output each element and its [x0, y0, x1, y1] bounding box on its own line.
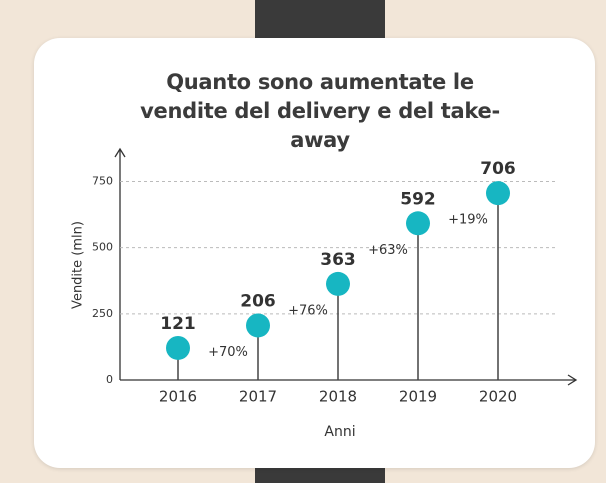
y-tick-label: 0: [106, 373, 113, 386]
x-tick-label: 2019: [399, 388, 437, 406]
x-tick-label: 2020: [479, 388, 517, 406]
dot: [166, 335, 190, 360]
change-label: +63%: [368, 243, 408, 258]
y-tick-label: 750: [92, 174, 113, 187]
decor-strip: [255, 0, 385, 38]
card: [34, 38, 595, 468]
y-tick-label: 500: [92, 241, 113, 254]
x-axis-title: Anni: [324, 424, 355, 440]
change-label: +70%: [208, 345, 248, 360]
dot: [406, 211, 430, 236]
y-axis-arrow: [114, 147, 126, 158]
value-label: 121: [160, 314, 196, 334]
value-label: 363: [320, 250, 356, 270]
value-label: 592: [400, 189, 436, 209]
dot: [246, 313, 270, 338]
x-axis-arrow: [567, 374, 578, 386]
value-label: 206: [240, 291, 276, 311]
dot: [486, 181, 510, 206]
decor-strip: [255, 466, 385, 483]
y-tick-label: 250: [92, 307, 113, 320]
chart-title: Quanto sono aumentate le vendite del del…: [140, 70, 500, 152]
x-tick-label: 2018: [319, 388, 357, 406]
change-label: +76%: [288, 303, 328, 318]
x-tick-label: 2017: [239, 388, 277, 406]
change-label: +19%: [448, 213, 488, 228]
x-tick-label: 2016: [159, 388, 197, 406]
value-label: 706: [480, 159, 516, 179]
y-axis-title: Vendite (mln): [71, 221, 86, 309]
dot: [326, 271, 350, 296]
